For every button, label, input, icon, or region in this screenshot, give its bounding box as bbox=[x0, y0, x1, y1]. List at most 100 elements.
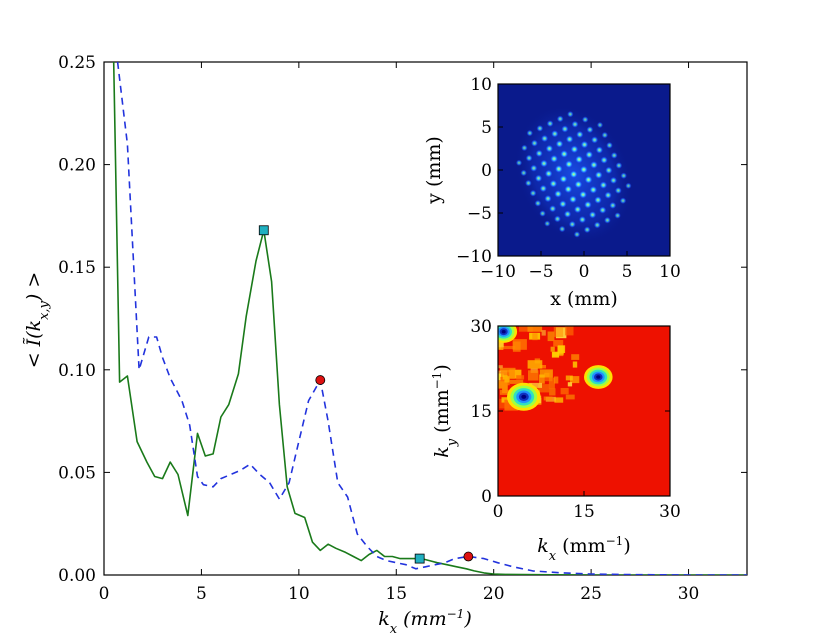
beam-spot bbox=[567, 110, 574, 118]
k-space-patch bbox=[509, 379, 524, 384]
beam-profile-inset: −10 −5 0 5 10 −10 −5 0 5 10 x (mm) y (mm) bbox=[423, 75, 681, 310]
beam-spot bbox=[578, 215, 587, 224]
beam-spot bbox=[554, 215, 561, 223]
k-space-patch bbox=[553, 340, 564, 347]
beam-spot bbox=[570, 145, 579, 154]
k-space-patch bbox=[565, 375, 573, 381]
x-tick-label: 30 bbox=[678, 584, 700, 604]
beam-spot bbox=[568, 195, 578, 204]
k-space-patch bbox=[548, 377, 555, 389]
beam-spot bbox=[561, 125, 569, 133]
beam-spot bbox=[600, 156, 608, 164]
beam-spot bbox=[544, 220, 551, 227]
k-space-patch bbox=[557, 345, 564, 355]
k-y-tick-label: 30 bbox=[470, 317, 492, 337]
beam-spot bbox=[581, 116, 589, 123]
beam-spot bbox=[589, 160, 598, 169]
k-space-patch bbox=[501, 369, 515, 379]
beam-spot bbox=[579, 190, 588, 199]
beam-spot bbox=[596, 121, 604, 129]
beam-spot bbox=[564, 185, 573, 194]
beam-x-tick-label: 10 bbox=[659, 262, 681, 282]
beam-spot bbox=[601, 131, 609, 139]
k-space-patch bbox=[498, 365, 503, 369]
beam-spot bbox=[530, 139, 539, 147]
beam-spot bbox=[550, 154, 559, 163]
k-space-feature bbox=[596, 375, 601, 379]
main-series bbox=[112, 62, 747, 575]
k-space-patch bbox=[547, 331, 555, 342]
k-space-patch bbox=[519, 326, 533, 332]
k-space-patch bbox=[539, 365, 546, 369]
beam-spot bbox=[544, 194, 552, 203]
beam-spot bbox=[580, 140, 589, 149]
x-tick-label: 25 bbox=[580, 584, 602, 604]
beam-spot bbox=[563, 210, 572, 218]
beam-spot bbox=[606, 141, 613, 149]
k-space-patch bbox=[567, 382, 573, 387]
k-space-patch bbox=[498, 381, 508, 389]
k-x-tick-label: 30 bbox=[659, 502, 681, 522]
k-space-patch bbox=[554, 397, 564, 403]
k-x-tick-label: 15 bbox=[573, 502, 595, 522]
beam-spot bbox=[615, 162, 623, 169]
beam-y-tick-label: 5 bbox=[481, 118, 492, 138]
k-space-feature bbox=[521, 394, 527, 399]
k-space-feature bbox=[501, 330, 506, 334]
beam-profile-image bbox=[514, 104, 633, 244]
x-tick-label: 20 bbox=[483, 584, 505, 604]
k-space-patch bbox=[543, 396, 553, 401]
beam-spot bbox=[560, 149, 569, 159]
beam-spot bbox=[529, 189, 537, 197]
k-space-patch bbox=[504, 376, 510, 383]
x-tick-label: 0 bbox=[99, 584, 110, 604]
square-marker bbox=[414, 553, 425, 564]
beam-spot bbox=[536, 124, 544, 132]
k-space-patch bbox=[501, 345, 516, 350]
series-line bbox=[116, 62, 747, 575]
k-space-patch bbox=[509, 369, 522, 379]
beam-spot bbox=[619, 197, 627, 204]
main-y-axis-title: < Ĩ(kx,y) > bbox=[23, 272, 52, 369]
k-space-patch bbox=[544, 370, 553, 382]
beam-spot bbox=[603, 216, 611, 224]
circle-marker bbox=[315, 375, 326, 385]
circle-marker bbox=[463, 551, 474, 562]
k-space-patch bbox=[539, 374, 545, 384]
beam-profile-x-title: x (mm) bbox=[550, 288, 618, 310]
beam-spot bbox=[539, 184, 548, 193]
k-space-patch bbox=[550, 346, 555, 352]
k-y-tick-label: 0 bbox=[481, 487, 492, 507]
beam-profile-y-title: y (mm) bbox=[423, 136, 445, 205]
beam-spot bbox=[586, 126, 594, 134]
beam-y-tick-label: −5 bbox=[467, 204, 492, 224]
beam-spot bbox=[526, 129, 534, 137]
beam-spot bbox=[620, 172, 627, 179]
beam-y-tick-label: −10 bbox=[456, 247, 492, 267]
k-space-background bbox=[498, 326, 670, 496]
beam-spot bbox=[594, 171, 603, 179]
beam-spot bbox=[594, 196, 602, 204]
beam-spot bbox=[569, 170, 578, 179]
main-markers bbox=[258, 225, 474, 564]
y-tick-label: 0.00 bbox=[58, 566, 96, 586]
beam-profile-ticks: −10 −5 0 5 10 −10 −5 0 5 10 bbox=[456, 75, 681, 282]
k-space-patch bbox=[553, 327, 564, 337]
y-tick-label: 0.15 bbox=[58, 258, 96, 278]
k-space-ticks: 0 15 30 0 15 30 bbox=[470, 317, 680, 522]
beam-spot bbox=[545, 144, 554, 153]
beam-spot bbox=[554, 189, 563, 198]
beam-spot bbox=[614, 187, 622, 194]
main-ticks: 0 5 10 15 20 25 30 0.00 0.05 0.10 0.15 0.20 0.25 bbox=[58, 53, 747, 604]
beam-spot bbox=[610, 151, 618, 159]
beam-spot bbox=[535, 149, 543, 158]
beam-spot bbox=[549, 205, 557, 213]
beam-spot bbox=[520, 169, 527, 177]
beam-x-tick-label: −10 bbox=[480, 262, 516, 282]
beam-spot bbox=[558, 225, 566, 233]
k-y-tick-label: 15 bbox=[470, 402, 492, 422]
beam-spot bbox=[605, 166, 613, 175]
beam-spot bbox=[599, 181, 608, 189]
beam-spot bbox=[583, 226, 591, 234]
beam-spot bbox=[590, 136, 599, 144]
